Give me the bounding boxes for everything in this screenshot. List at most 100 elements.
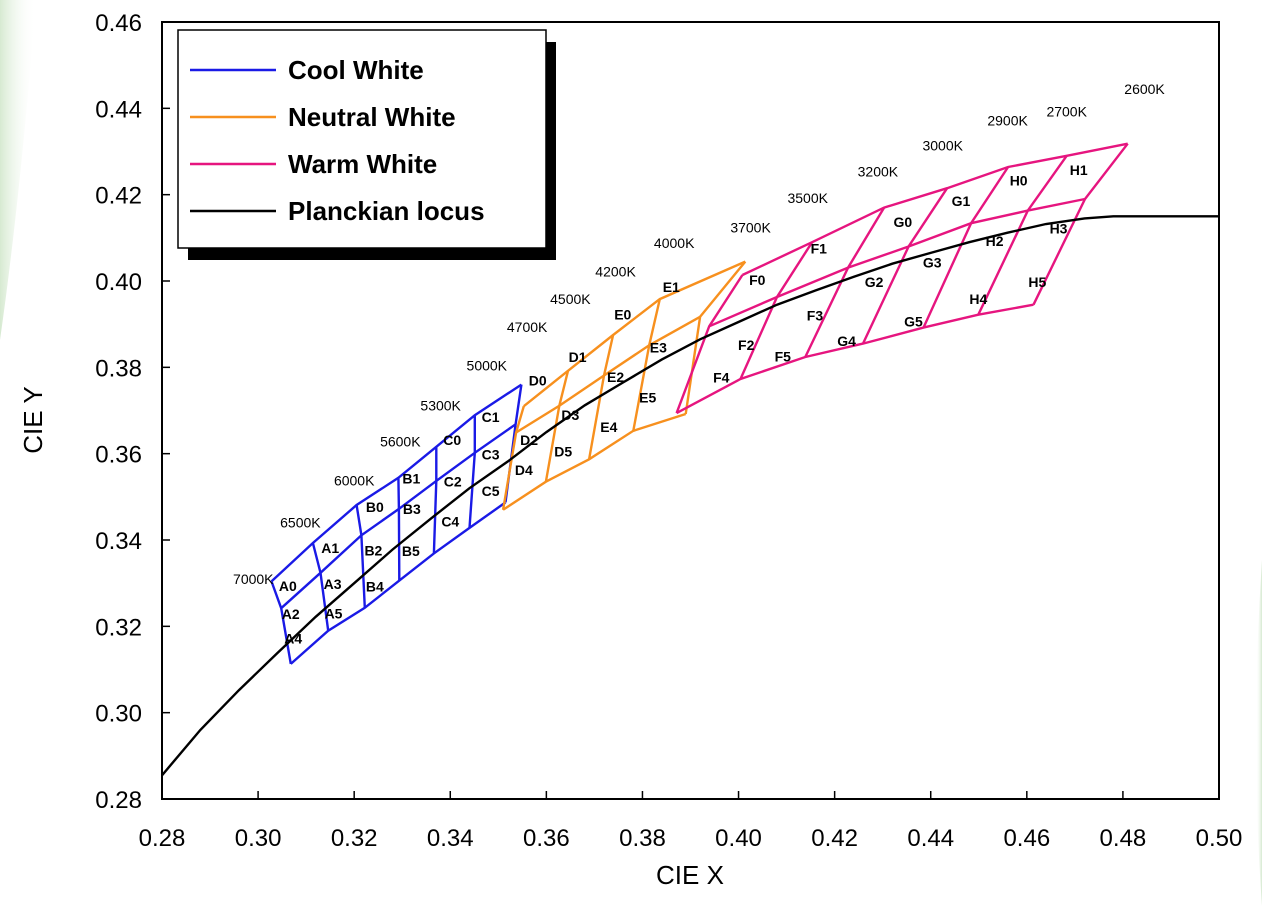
background-swoosh-left — [0, 0, 36, 340]
x-tick-label: 0.30 — [235, 825, 282, 852]
bin-label-f1: F1 — [811, 241, 828, 257]
x-tick-label: 0.42 — [811, 825, 858, 852]
cct-label-5000k: 5000K — [467, 358, 508, 374]
bin-label-f0: F0 — [749, 272, 766, 288]
bin-label-a4: A4 — [284, 630, 302, 646]
bin-label-g2: G2 — [865, 274, 884, 290]
bin-label-g4: G4 — [837, 333, 856, 349]
bin-label-d4: D4 — [515, 462, 533, 478]
legend-label-neutral-white: Neutral White — [288, 102, 456, 132]
y-tick-label: 0.36 — [95, 442, 142, 469]
bin-label-g0: G0 — [894, 214, 913, 230]
legend-label-planckian-locus: Planckian locus — [288, 196, 485, 226]
x-tick-label: 0.36 — [523, 825, 570, 852]
neutral-white-grid-col — [632, 298, 661, 432]
legend: Cool White Neutral White Warm White Plancki… — [177, 29, 556, 260]
bin-label-b5: B5 — [402, 543, 420, 559]
neutral-white-grid-col — [587, 334, 615, 460]
bin-label-a3: A3 — [324, 576, 342, 592]
cct-label-4200k: 4200K — [595, 264, 636, 280]
legend-label-warm-white: Warm White — [288, 149, 437, 179]
y-tick-label: 0.28 — [95, 787, 142, 814]
y-tick-label: 0.46 — [95, 10, 142, 37]
background-swoosh-right — [1256, 560, 1262, 906]
bin-label-a5: A5 — [325, 605, 343, 621]
cct-label-2900k: 2900K — [987, 112, 1028, 128]
y-axis-title: CIE Y — [18, 386, 48, 453]
bin-label-g1: G1 — [952, 193, 971, 209]
bin-label-e4: E4 — [600, 419, 617, 435]
bin-label-h1: H1 — [1070, 162, 1088, 178]
bin-label-a2: A2 — [282, 606, 300, 622]
cct-label-6500k: 6500K — [280, 515, 321, 531]
warm-white-grid-col — [675, 274, 744, 414]
warm-white-grid-row — [676, 303, 1034, 415]
bin-label-b1: B1 — [402, 471, 420, 487]
x-tick-label: 0.44 — [907, 825, 954, 852]
bin-label-b0: B0 — [366, 499, 384, 515]
neutral-white-grid-col — [501, 405, 525, 510]
y-tick-label: 0.34 — [95, 528, 142, 555]
x-tick-label: 0.40 — [715, 825, 762, 852]
cool-white-grid-col — [397, 477, 401, 581]
neutral-white-grid-col — [544, 370, 570, 482]
bin-label-d2: D2 — [520, 432, 538, 448]
plot-area: A0 A1 A2 A3 A4 A5 B0 B1 B2 B3 B4 B5 C0 C1 C2 C3 C4 C5 7000… — [162, 81, 1219, 777]
y-tick-label: 0.38 — [95, 355, 142, 382]
bin-label-f5: F5 — [775, 349, 792, 365]
warm-white-grid-col — [922, 166, 1010, 329]
bin-label-f4: F4 — [713, 370, 730, 386]
cct-label-5300k: 5300K — [420, 397, 461, 413]
bin-label-h5: H5 — [1028, 274, 1046, 290]
neutral-white-bins — [501, 260, 747, 511]
cct-label-3500k: 3500K — [787, 190, 828, 206]
bin-label-g5: G5 — [904, 314, 923, 330]
bin-label-d1: D1 — [569, 349, 587, 365]
bin-label-g3: G3 — [923, 254, 942, 270]
bin-label-c2: C2 — [444, 474, 462, 490]
cct-label-4500k: 4500K — [550, 291, 591, 307]
y-tick-label: 0.32 — [95, 614, 142, 641]
y-tick-label: 0.44 — [95, 96, 142, 123]
bin-label-c4: C4 — [441, 513, 459, 529]
bin-label-c0: C0 — [443, 432, 461, 448]
bin-label-c5: C5 — [482, 483, 500, 499]
y-tick-label: 0.40 — [95, 269, 142, 296]
warm-white-grid-col — [1032, 142, 1129, 306]
neutral-white-grid-col — [684, 260, 747, 415]
cct-label-5600k: 5600K — [380, 434, 421, 450]
cct-label-3000k: 3000K — [922, 137, 963, 153]
bin-label-a1: A1 — [321, 540, 339, 556]
bin-label-d3: D3 — [561, 407, 579, 423]
bin-label-b3: B3 — [403, 501, 421, 517]
axis-titles: CIE X CIE Y — [18, 386, 724, 890]
bin-label-b2: B2 — [364, 542, 382, 558]
bin-label-c3: C3 — [482, 447, 500, 463]
bin-label-h4: H4 — [969, 291, 987, 307]
y-tick-label: 0.30 — [95, 701, 142, 728]
x-tick-label: 0.34 — [427, 825, 474, 852]
bin-label-h2: H2 — [986, 233, 1004, 249]
x-tick-label: 0.46 — [1003, 825, 1050, 852]
plot-frame — [161, 21, 1220, 800]
plot-marks: A0 A1 A2 A3 A4 A5 B0 B1 B2 B3 B4 B5 C0 C1 C2 C3 C4 C5 7000… — [162, 81, 1219, 777]
cct-label-4000k: 4000K — [654, 235, 695, 251]
cct-label-2600k: 2600K — [1124, 81, 1165, 97]
bin-label-a0: A0 — [279, 578, 297, 594]
bin-label-d5: D5 — [554, 444, 572, 460]
cool-white-grid-col — [355, 504, 366, 608]
cool-white-grid-col — [432, 446, 438, 554]
x-tick-label: 0.28 — [139, 825, 186, 852]
x-tick-label: 0.32 — [331, 825, 378, 852]
warm-white-grid-col — [804, 206, 886, 358]
warm-white-grid-col — [861, 187, 949, 345]
bin-label-e3: E3 — [650, 339, 667, 355]
cct-label-2700k: 2700K — [1046, 103, 1087, 119]
bin-label-f2: F2 — [738, 337, 755, 353]
cool-white-grid-col — [311, 542, 330, 631]
axis-ticks: 0.28 0.30 0.32 0.34 0.36 0.38 0.40 0.42 0.44 0.46… — [95, 10, 1242, 852]
bin-label-e0: E0 — [614, 307, 631, 323]
cct-label-3700k: 3700K — [730, 219, 771, 235]
cct-label-7000k: 7000K — [233, 571, 274, 587]
